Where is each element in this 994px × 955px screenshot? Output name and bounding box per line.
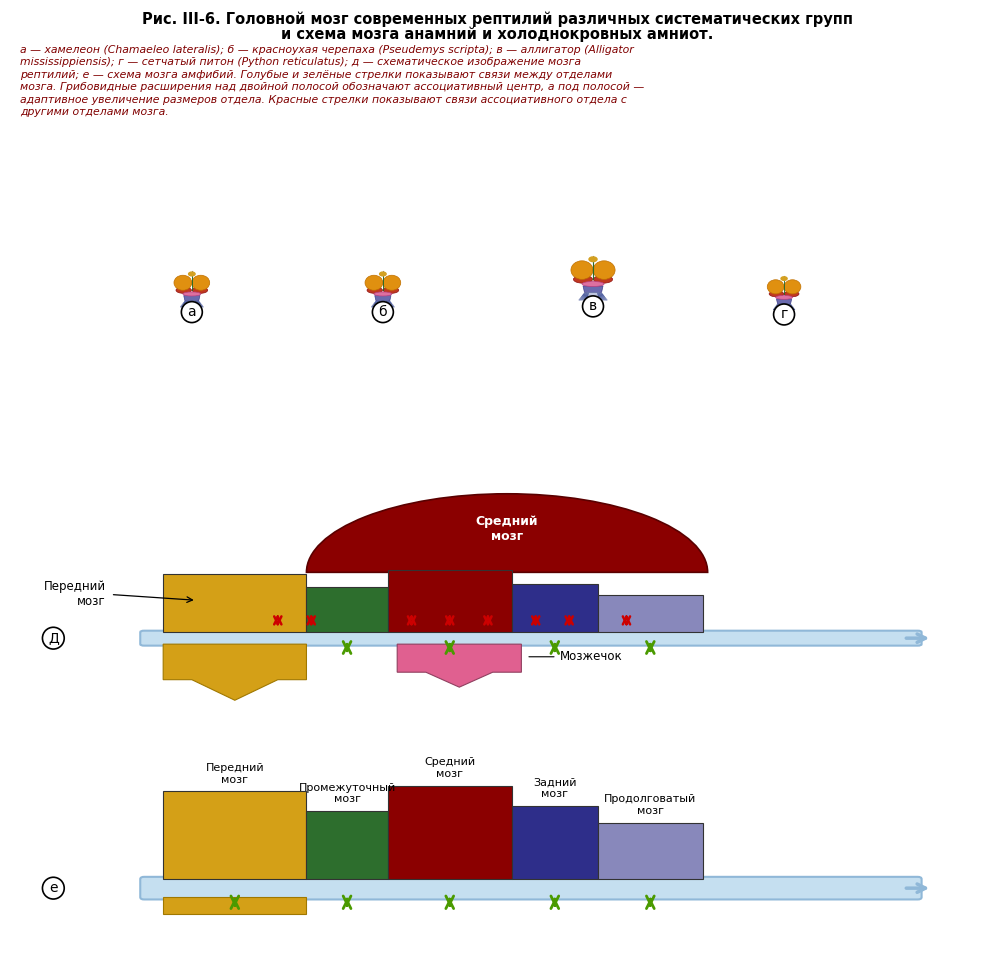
- Bar: [163, 574, 306, 632]
- Ellipse shape: [367, 287, 382, 293]
- Bar: [388, 570, 511, 632]
- Ellipse shape: [383, 275, 401, 290]
- Text: mississippiensis); г — сетчатый питон (Python reticulatus); д — схематическое из: mississippiensis); г — сетчатый питон (P…: [20, 57, 580, 67]
- Text: Мозжечок: Мозжечок: [529, 650, 621, 664]
- Ellipse shape: [380, 272, 386, 276]
- Text: и схема мозга анамний и холоднокровных амниот.: и схема мозга анамний и холоднокровных а…: [281, 27, 713, 42]
- Polygon shape: [585, 292, 599, 301]
- Ellipse shape: [783, 291, 798, 297]
- Ellipse shape: [383, 287, 399, 293]
- Ellipse shape: [780, 277, 786, 281]
- Wedge shape: [306, 494, 707, 572]
- Text: а: а: [187, 305, 196, 319]
- Text: Средний
мозг: Средний мозг: [475, 515, 538, 543]
- Polygon shape: [186, 301, 197, 308]
- Bar: [597, 822, 702, 880]
- Ellipse shape: [174, 275, 192, 290]
- Text: а — хамелеон (Chamaeleo lateralis); б — красноухая черепаха (Pseudemys scripta);: а — хамелеон (Chamaeleo lateralis); б — …: [20, 45, 633, 54]
- Text: г: г: [779, 308, 787, 322]
- Text: мозга. Грибовидные расширения над двойной полосой обозначают ассоциативный центр: мозга. Грибовидные расширения над двойно…: [20, 82, 643, 92]
- Text: Рис. III-6. Головной мозг современных рептилий различных систематических групп: Рис. III-6. Головной мозг современных ре…: [142, 11, 852, 27]
- Polygon shape: [775, 299, 791, 304]
- Text: е: е: [49, 881, 58, 895]
- Text: Промежуточный
мозг: Промежуточный мозг: [298, 783, 396, 804]
- Bar: [163, 897, 306, 914]
- Ellipse shape: [766, 280, 783, 294]
- Text: Задний
мозг: Задний мозг: [533, 777, 576, 798]
- Text: б: б: [378, 305, 387, 319]
- Ellipse shape: [592, 261, 614, 280]
- FancyBboxPatch shape: [140, 630, 920, 646]
- Polygon shape: [582, 286, 602, 292]
- Ellipse shape: [775, 295, 791, 299]
- Polygon shape: [163, 644, 306, 700]
- Bar: [388, 786, 511, 880]
- Polygon shape: [375, 295, 391, 301]
- Polygon shape: [778, 304, 788, 310]
- Text: Д: Д: [48, 631, 59, 646]
- Text: рептилий; е — схема мозга амфибий. Голубые и зелёные стрелки показывают связи ме: рептилий; е — схема мозга амфибий. Голуб…: [20, 70, 611, 79]
- Text: Передний
мозг: Передний мозг: [44, 581, 105, 608]
- Bar: [511, 806, 597, 880]
- Ellipse shape: [192, 287, 208, 293]
- Ellipse shape: [571, 261, 592, 280]
- Bar: [597, 595, 702, 632]
- Ellipse shape: [593, 275, 612, 284]
- Ellipse shape: [573, 275, 591, 284]
- Ellipse shape: [183, 292, 201, 296]
- Text: Продолговатый
мозг: Продолговатый мозг: [603, 795, 696, 816]
- Polygon shape: [377, 301, 388, 308]
- Ellipse shape: [581, 282, 603, 286]
- Text: адаптивное увеличение размеров отдела. Красные стрелки показывают связи ассоциат: адаптивное увеличение размеров отдела. К…: [20, 95, 626, 104]
- Bar: [163, 792, 306, 880]
- Ellipse shape: [783, 280, 800, 294]
- Bar: [511, 584, 597, 632]
- Text: другими отделами мозга.: другими отделами мозга.: [20, 107, 168, 117]
- Text: Передний
мозг: Передний мозг: [206, 763, 263, 785]
- Ellipse shape: [192, 275, 210, 290]
- Ellipse shape: [588, 257, 596, 262]
- Bar: [306, 587, 388, 632]
- Polygon shape: [397, 644, 521, 688]
- Text: в: в: [588, 299, 596, 313]
- Text: Средний
мозг: Средний мозг: [423, 757, 475, 779]
- Ellipse shape: [176, 287, 191, 293]
- Polygon shape: [184, 295, 200, 301]
- Ellipse shape: [365, 275, 383, 290]
- Ellipse shape: [189, 272, 195, 276]
- FancyBboxPatch shape: [140, 877, 920, 900]
- Ellipse shape: [768, 291, 783, 297]
- Bar: [306, 811, 388, 880]
- Ellipse shape: [374, 292, 392, 296]
